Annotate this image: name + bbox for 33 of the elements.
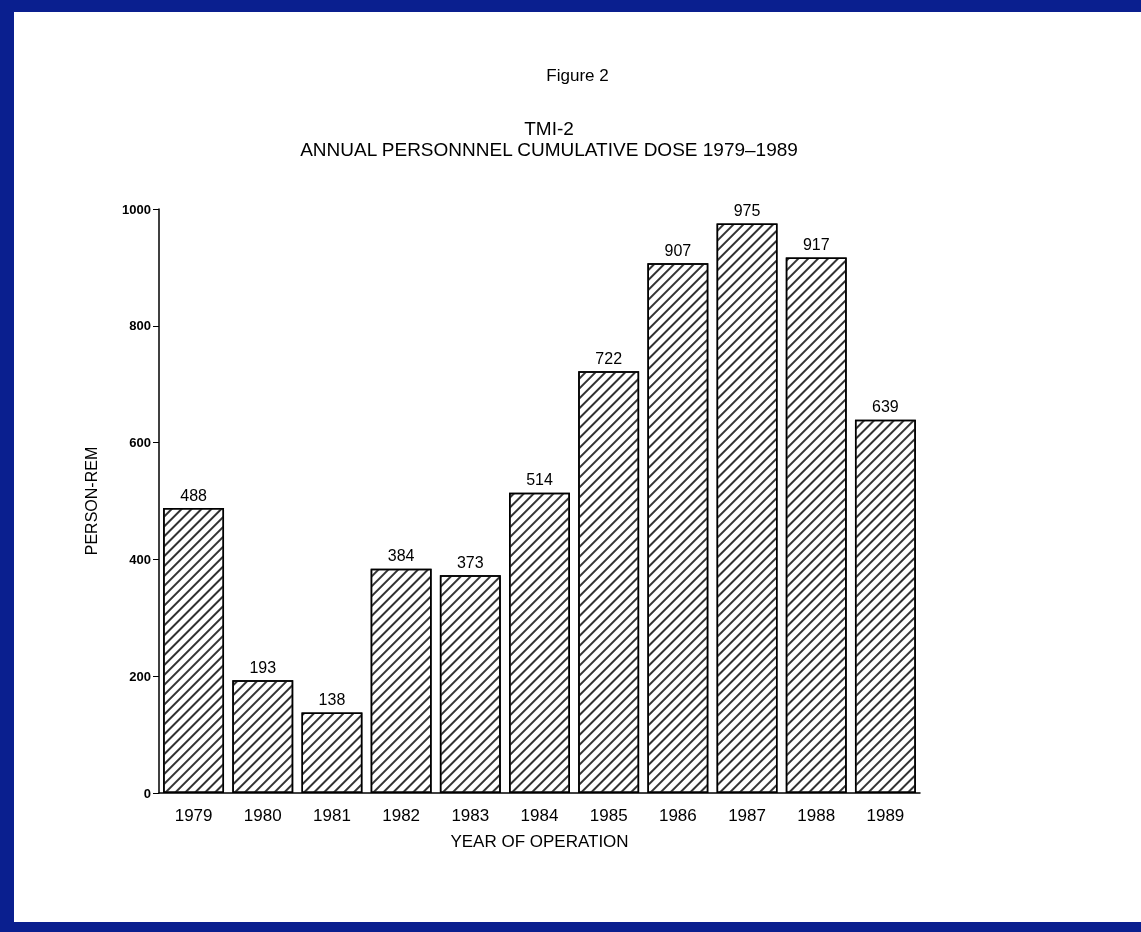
x-tick-label: 1983 [451, 806, 490, 825]
data-label: 488 [180, 486, 208, 504]
x-axis-title: YEAR OF OPERATION [450, 832, 629, 851]
x-tick-label: 1988 [797, 806, 836, 825]
caption: Figure 2 [546, 66, 609, 85]
x-tick-label: 1989 [866, 806, 905, 825]
y-tick-label: 1000 [122, 201, 151, 217]
x-tick-label: 1986 [658, 806, 697, 825]
data-label: 975 [733, 202, 761, 220]
y-axis-title: PERSON-REM [82, 446, 100, 556]
y-tick-label: 600 [129, 435, 151, 451]
x-tick-label: 1981 [313, 806, 351, 825]
x-tick-label: 1984 [520, 806, 559, 825]
data-label: 907 [664, 241, 692, 259]
x-tick-label: 1980 [243, 806, 282, 825]
data-label: 138 [318, 690, 346, 708]
chart-title: TMI-2 [524, 118, 574, 139]
data-label: 384 [387, 547, 415, 565]
y-tick-label: 200 [129, 668, 151, 684]
data-label: 373 [456, 553, 484, 571]
data-label: 193 [249, 658, 277, 676]
x-tick-label: 1987 [728, 806, 766, 825]
y-tick-label: 0 [143, 785, 151, 801]
data-label: 722 [595, 349, 623, 367]
y-tick-label: 400 [129, 551, 151, 567]
data-label: 514 [526, 471, 553, 489]
x-tick-label: 1979 [174, 806, 213, 825]
chart-subtitle: ANNUAL PERSONNNEL CUMULATIVE DOSE 1979–1989 [300, 139, 798, 160]
data-label: 917 [802, 235, 830, 253]
data-label: 639 [872, 398, 899, 416]
x-tick-label: 1982 [382, 806, 421, 825]
x-tick-label: 1985 [589, 806, 628, 825]
y-tick-label: 800 [129, 318, 151, 334]
